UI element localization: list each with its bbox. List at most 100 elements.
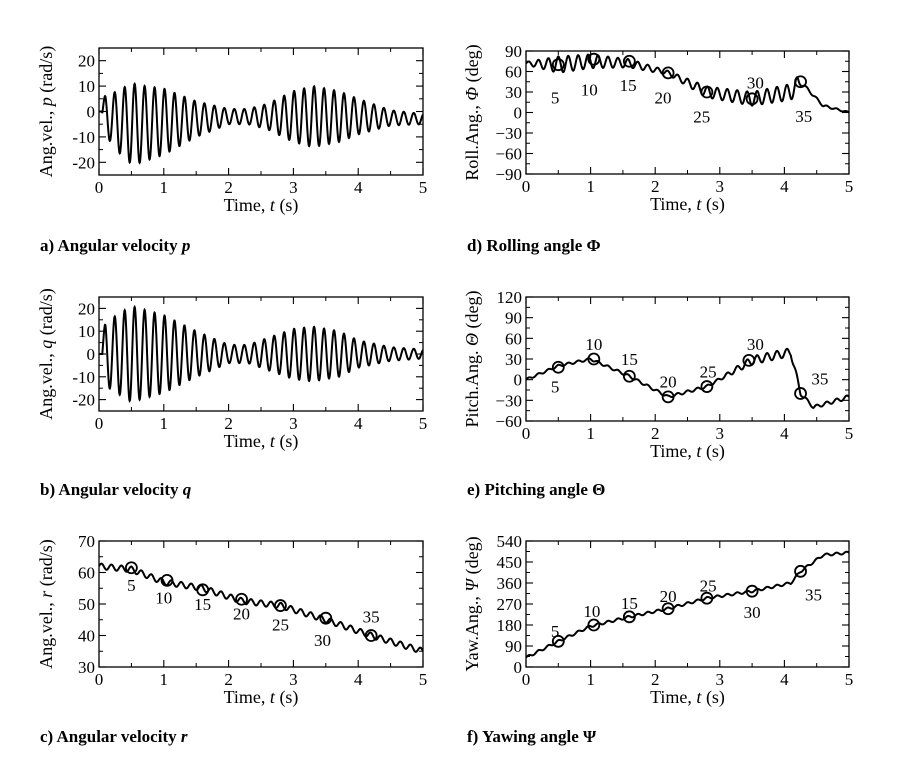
x-axis-label-c: Time, t (s) <box>224 687 299 708</box>
x-tick-label-b: 1 <box>160 414 169 433</box>
x-tick-label-e: 0 <box>522 424 531 443</box>
marker-d-30 <box>745 92 759 106</box>
marker-f-25 <box>700 591 714 605</box>
chart-c: 0 1 2 3 4 5 30 40 50 60 70 Time, t (s) Ang.vel., r (… <box>36 532 427 708</box>
caption-e: e) Pitching angle Θ <box>467 480 605 500</box>
caption-d-text: d) Rolling angle <box>467 236 583 255</box>
annotation-c-5: 5 <box>127 576 136 595</box>
x-tick-label-d: 5 <box>845 177 854 196</box>
marker-e-20 <box>661 390 675 404</box>
annotation-c-30: 30 <box>314 631 331 650</box>
x-tick-label-a: 0 <box>95 178 104 197</box>
caption-f-symbol: Ψ <box>583 727 597 746</box>
y-tick-label-d: 30 <box>505 83 522 102</box>
y-tick-label-f: 450 <box>497 553 523 572</box>
marker-d-35 <box>794 75 807 89</box>
marker-f-5 <box>551 634 565 648</box>
annotation-e-25: 25 <box>700 362 717 381</box>
y-tick-label-c: 70 <box>78 532 95 551</box>
series-line-d <box>526 53 849 114</box>
annotation-c-35: 35 <box>363 608 380 627</box>
marker-e-10 <box>587 352 601 366</box>
y-tick-label-d: 0 <box>514 104 523 123</box>
y-tick-label-e: 120 <box>497 288 523 307</box>
x-tick-label-a: 2 <box>224 178 233 197</box>
y-tick-label-f: 270 <box>497 595 523 614</box>
x-tick-label-f: 2 <box>651 670 660 689</box>
y-tick-label-e: 30 <box>505 350 522 369</box>
x-axis-label-b: Time, t (s) <box>224 431 299 452</box>
series-line-c <box>99 562 423 653</box>
y-tick-label-d: 60 <box>505 63 522 82</box>
caption-a-symbol: p <box>181 236 191 255</box>
marker-c-15 <box>196 583 210 597</box>
x-tick-label-a: 5 <box>419 178 428 197</box>
x-tick-label-e: 1 <box>586 424 595 443</box>
plot-frame-e <box>525 296 850 422</box>
x-tick-label-d: 4 <box>780 177 789 196</box>
x-tick-label-c: 1 <box>160 670 169 689</box>
annotation-f-10: 10 <box>583 602 600 621</box>
x-tick-label-c: 3 <box>289 670 298 689</box>
x-tick-label-d: 0 <box>522 177 531 196</box>
y-tick-label-c: 60 <box>78 564 95 583</box>
y-tick-label-e: 0 <box>514 371 523 390</box>
marker-f-20 <box>661 602 675 616</box>
marker-c-10 <box>160 573 174 587</box>
marker-f-35 <box>794 564 807 578</box>
y-axis-label-a: Ang.vel., p (rad/s) <box>36 46 57 177</box>
caption-e-symbol: Θ <box>592 480 606 499</box>
marker-e-15 <box>622 369 636 383</box>
y-tick-label-a: -10 <box>72 128 95 147</box>
marker-f-15 <box>622 610 636 624</box>
x-tick-label-e: 2 <box>651 424 660 443</box>
y-tick-label-a: 0 <box>87 103 96 122</box>
x-tick-label-f: 1 <box>586 670 595 689</box>
caption-c: c) Angular velocity r <box>40 727 188 747</box>
caption-d: d) Rolling angle Φ <box>467 236 601 256</box>
y-tick-label-b: 10 <box>78 322 95 341</box>
y-tick-label-f: 90 <box>505 637 522 656</box>
y-tick-label-c: 50 <box>78 595 95 614</box>
annotation-c-20: 20 <box>233 604 250 623</box>
y-tick-label-e: −60 <box>495 412 522 431</box>
caption-c-symbol: r <box>180 727 188 746</box>
y-tick-label-d: 90 <box>505 42 522 61</box>
x-axis-label-f: Time, t (s) <box>650 687 725 708</box>
x-tick-label-f: 3 <box>716 670 725 689</box>
y-tick-label-f: 180 <box>497 616 523 635</box>
marker-e-25 <box>700 380 714 393</box>
y-tick-label-d: −60 <box>495 145 522 164</box>
y-tick-label-e: −30 <box>495 391 522 410</box>
annotation-e-35: 35 <box>811 369 828 388</box>
marker-e-35 <box>794 387 807 400</box>
annotation-c-15: 15 <box>194 595 211 614</box>
y-tick-label-a: -20 <box>72 153 95 172</box>
x-tick-label-b: 4 <box>354 414 363 433</box>
y-tick-label-f: 360 <box>497 574 523 593</box>
x-tick-label-c: 2 <box>224 670 233 689</box>
annotation-d-25: 25 <box>693 108 710 127</box>
annotation-f-25: 25 <box>700 576 717 595</box>
y-tick-label-c: 40 <box>78 627 95 646</box>
caption-f-text: f) Yawing angle <box>467 727 579 746</box>
caption-f: f) Yawing angle Ψ <box>467 727 596 747</box>
series-line-b <box>99 304 423 403</box>
x-tick-label-f: 4 <box>780 670 789 689</box>
annotation-e-10: 10 <box>585 335 602 354</box>
y-axis-label-c: Ang.vel., r (rad/s) <box>36 539 57 669</box>
annotation-d-20: 20 <box>654 88 671 107</box>
y-tick-label-f: 540 <box>497 532 523 551</box>
y-tick-label-d: −90 <box>495 165 522 184</box>
annotation-e-20: 20 <box>660 373 677 392</box>
x-tick-label-f: 0 <box>522 670 531 689</box>
y-tick-label-d: −30 <box>495 124 522 143</box>
x-tick-label-a: 1 <box>160 178 169 197</box>
annotation-d-35: 35 <box>795 107 812 126</box>
x-axis-label-d: Time, t (s) <box>650 194 725 215</box>
x-tick-label-b: 2 <box>224 414 233 433</box>
caption-b: b) Angular velocity q <box>40 480 191 500</box>
marker-e-30 <box>742 353 756 367</box>
x-tick-label-b: 3 <box>289 414 298 433</box>
